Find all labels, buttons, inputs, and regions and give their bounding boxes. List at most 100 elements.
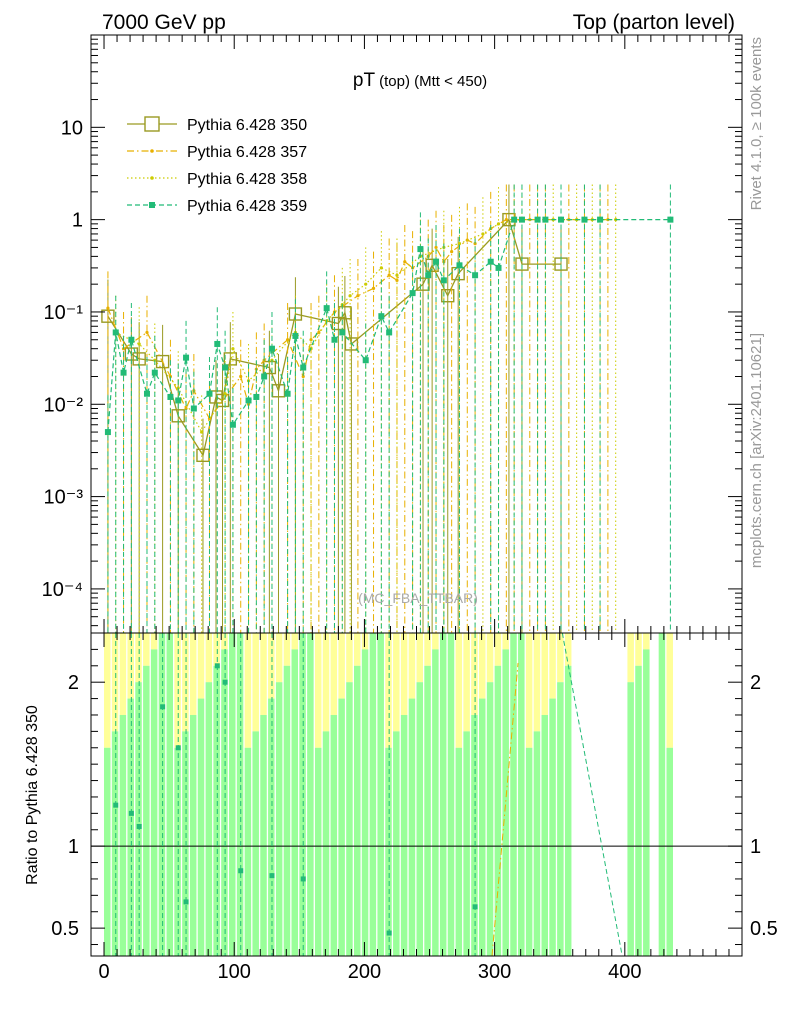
ratio-tick-label: 2 bbox=[68, 672, 79, 694]
ratio-band-green bbox=[354, 665, 361, 956]
ratio-band-yellow bbox=[455, 633, 463, 748]
legend-marker bbox=[144, 116, 160, 132]
data-point bbox=[207, 416, 212, 421]
ratio-trend-line bbox=[491, 662, 519, 956]
data-point bbox=[137, 342, 141, 346]
ratio-band-yellow bbox=[104, 633, 111, 748]
ratio-point bbox=[113, 802, 119, 808]
ratio-band-green bbox=[229, 633, 236, 956]
ratio-band-yellow bbox=[213, 633, 220, 666]
ratio-band-yellow bbox=[478, 633, 486, 699]
x-tick-label: 200 bbox=[348, 961, 381, 983]
data-point bbox=[143, 390, 150, 397]
ratio-band-green bbox=[119, 714, 127, 956]
data-point bbox=[292, 332, 299, 339]
data-point bbox=[223, 392, 227, 396]
ratio-band-yellow bbox=[471, 633, 478, 715]
x-axis: 0 100 200 300 400 bbox=[90, 35, 743, 983]
ratio-tick-label-right: 2 bbox=[750, 672, 761, 694]
ratio-band-green bbox=[627, 682, 634, 956]
data-point bbox=[339, 329, 346, 336]
data-point bbox=[231, 347, 235, 351]
ratio-band-yellow bbox=[361, 633, 369, 650]
data-point bbox=[196, 448, 210, 463]
ratio-band-yellow bbox=[549, 633, 556, 699]
ratio-band-green bbox=[369, 633, 377, 956]
data-point bbox=[518, 216, 525, 223]
data-point bbox=[284, 390, 291, 397]
data-point bbox=[416, 277, 430, 291]
data-point bbox=[472, 272, 479, 279]
data-point bbox=[450, 250, 454, 254]
ratio-band-yellow bbox=[143, 633, 150, 666]
x-tick-label: 400 bbox=[608, 961, 641, 983]
ratio-band-green bbox=[455, 747, 463, 956]
ratio-band-yellow bbox=[627, 633, 634, 683]
data-point bbox=[542, 216, 549, 223]
ratio-band-green bbox=[486, 682, 494, 956]
data-point bbox=[364, 282, 368, 286]
ratio-band-green bbox=[244, 747, 252, 956]
ratio-band-yellow bbox=[541, 633, 549, 715]
ratio-band-green bbox=[666, 747, 673, 956]
data-point bbox=[440, 277, 447, 284]
data-point bbox=[300, 364, 307, 371]
ratio-point bbox=[269, 873, 275, 879]
ratio-band-yellow bbox=[252, 633, 259, 732]
legend-marker bbox=[150, 176, 154, 180]
data-point bbox=[155, 354, 170, 369]
ratio-band-green bbox=[314, 747, 322, 956]
rivet-label: Rivet 4.1.0, ≥ 100k events bbox=[748, 37, 765, 210]
ratio-band-green bbox=[205, 682, 213, 956]
ratio-band-green bbox=[463, 731, 470, 956]
ratio-band-green bbox=[166, 633, 174, 956]
series-1 bbox=[106, 184, 610, 633]
data-point bbox=[229, 421, 236, 428]
data-point bbox=[371, 286, 376, 290]
ratio-ylabel: Ratio to Pythia 6.428 350 bbox=[24, 705, 41, 885]
ratio-point bbox=[300, 876, 306, 882]
data-point bbox=[496, 222, 501, 226]
y-tick-label: 10⁻² bbox=[44, 394, 84, 416]
ratio-band-green bbox=[564, 665, 572, 956]
series-3 bbox=[104, 184, 674, 633]
data-point bbox=[403, 260, 407, 264]
data-point bbox=[409, 290, 416, 297]
data-point bbox=[206, 390, 213, 397]
data-point bbox=[268, 345, 275, 352]
data-point bbox=[253, 393, 260, 400]
ratio-band-green bbox=[268, 698, 275, 956]
ratio-band-green bbox=[135, 682, 142, 956]
ratio-band-green bbox=[549, 698, 556, 956]
data-point bbox=[511, 216, 518, 223]
ratio-band-yellow bbox=[330, 633, 338, 715]
data-point bbox=[190, 405, 197, 412]
ratio-band-yellow bbox=[486, 633, 494, 683]
data-point bbox=[344, 337, 359, 351]
legend-marker bbox=[150, 149, 154, 153]
ratio-band-green bbox=[213, 665, 220, 956]
data-point bbox=[145, 330, 149, 335]
legend-label: Pythia 6.428 357 bbox=[187, 144, 307, 161]
ratio-band-green bbox=[424, 665, 431, 956]
ratio-band-yellow bbox=[424, 633, 431, 666]
ratio-band-green bbox=[275, 682, 283, 956]
data-point bbox=[271, 384, 286, 398]
ratio-point bbox=[214, 663, 220, 669]
ratio-uncertainty-bands bbox=[104, 633, 673, 956]
ratio-band-green bbox=[416, 682, 424, 956]
ratio-band-yellow bbox=[525, 633, 533, 748]
ratio-band-green bbox=[377, 633, 384, 956]
plot-title: pT (top) (Mtt < 450) bbox=[353, 70, 487, 91]
data-point bbox=[356, 294, 360, 298]
ratio-band-green bbox=[533, 731, 541, 956]
ratio-band-yellow bbox=[135, 633, 142, 683]
data-point bbox=[184, 406, 188, 411]
ratio-band-green bbox=[658, 633, 666, 956]
ratio-band-green bbox=[104, 747, 111, 956]
legend-marker bbox=[149, 202, 155, 208]
ratio-band-green bbox=[439, 633, 447, 956]
data-point bbox=[581, 216, 588, 223]
ratio-band-yellow bbox=[416, 633, 424, 683]
